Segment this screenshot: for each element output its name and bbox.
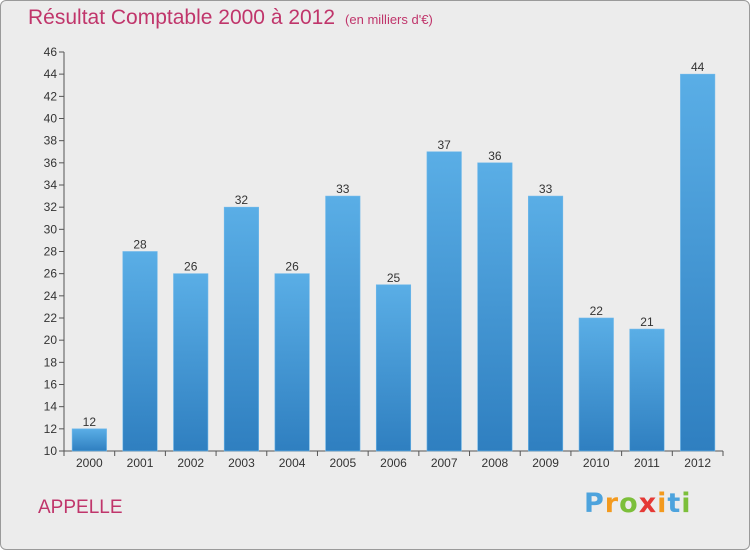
y-tick-label: 34 [44,178,58,192]
y-tick-label: 12 [44,422,58,436]
logo-letter: i [681,488,692,519]
y-tick-label: 24 [44,289,58,303]
data-label-2000: 12 [83,415,97,429]
logo-letter: x [638,488,658,519]
y-tick-label: 32 [44,200,58,214]
y-tick-label: 30 [44,222,58,236]
bar-2000 [71,428,107,452]
y-tick-label: 42 [44,89,58,103]
y-tick-label: 22 [44,311,58,325]
logo-letter: P [584,488,605,519]
proxiti-logo: Proxiti [584,488,692,519]
y-tick-label: 40 [44,112,58,126]
x-tick-label: 2001 [127,456,154,470]
data-label-2005: 33 [336,182,350,196]
y-tick-label: 44 [44,67,58,81]
data-label-2012: 44 [691,60,705,74]
x-tick-label: 2003 [228,456,255,470]
x-tick-label: 2004 [279,456,306,470]
chart-subtitle: (en milliers d'€) [345,12,433,27]
bar-2003 [223,206,259,452]
data-label-2011: 21 [640,315,654,329]
data-label-2010: 22 [590,304,604,318]
bar-2006 [375,284,412,452]
x-tick-label: 2002 [177,456,204,470]
chart-bars [71,73,716,452]
bar-2004 [274,273,310,452]
data-label-2003: 32 [235,193,249,207]
data-label-2009: 33 [539,182,553,196]
y-tick-label: 16 [44,378,58,392]
y-tick-label: 20 [44,333,58,347]
x-tick-label: 2006 [380,456,407,470]
data-label-2006: 25 [387,271,401,285]
x-tick-label: 2010 [583,456,610,470]
x-tick-label: 2005 [329,456,356,470]
x-tick-label: 2009 [532,456,559,470]
x-tick-label: 2012 [684,456,711,470]
x-tick-label: 2008 [482,456,509,470]
x-tick-label: 2007 [431,456,458,470]
bar-2008 [477,162,513,452]
bar-2002 [173,273,209,452]
x-tick-label: 2011 [634,456,660,470]
logo-letter: i [657,488,668,519]
y-tick-label: 38 [44,134,58,148]
data-label-2004: 26 [285,260,299,274]
data-label-2007: 37 [438,138,452,152]
chart-title-text: Résultat Comptable 2000 à 2012 [28,6,336,29]
data-label-2002: 26 [184,260,198,274]
data-label-2001: 28 [133,238,147,252]
logo-letter: r [604,488,620,519]
chart-value-labels: 12 28 26 32 26 33 25 37 36 33 22 21 44 [83,60,705,429]
y-tick-label: 26 [44,267,58,281]
logo-letter: o [619,488,639,519]
y-tick-label: 28 [44,245,58,259]
y-tick-label: 14 [44,400,58,414]
x-tick-label: 2000 [76,456,103,470]
bar-2011 [629,328,665,452]
bar-2001 [122,251,158,452]
y-tick-label: 36 [44,156,58,170]
bar-2005 [325,195,361,452]
y-tick-label: 18 [44,355,58,369]
bar-2007 [426,151,462,452]
bar-2010 [578,317,614,452]
chart-title: Résultat Comptable 2000 à 2012 (en millie… [28,6,433,30]
bar-2012 [680,73,716,452]
data-label-2008: 36 [488,149,502,163]
y-tick-label: 46 [44,45,58,59]
bar-2009 [528,195,564,452]
y-tick-label: 10 [44,444,58,458]
logo-letter: t [667,488,682,519]
city-name: APPELLE [38,497,123,518]
